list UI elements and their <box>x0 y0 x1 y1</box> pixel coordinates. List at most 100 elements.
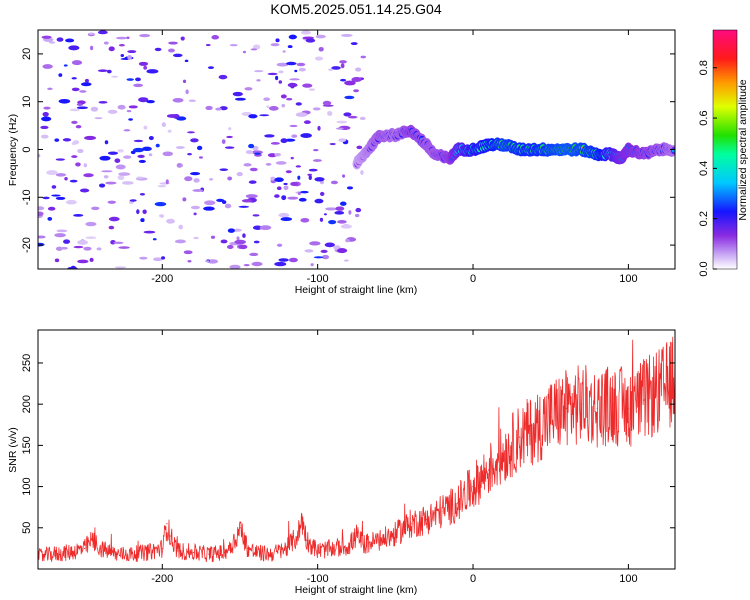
noise-cell <box>298 197 307 202</box>
noise-cell <box>219 168 229 171</box>
noise-cell <box>139 33 151 38</box>
noise-cell <box>242 50 247 54</box>
noise-cell <box>281 104 286 108</box>
noise-cell <box>179 164 184 167</box>
snr-point <box>596 407 598 409</box>
noise-cell <box>337 219 347 224</box>
noise-cell <box>108 216 120 222</box>
noise-cell <box>71 60 83 66</box>
noise-cell <box>211 35 220 40</box>
noise-cell <box>340 33 353 37</box>
noise-cell <box>142 146 152 151</box>
noise-cell <box>62 138 72 142</box>
noise-cell <box>55 196 66 200</box>
noise-cell <box>351 77 362 83</box>
snr-point <box>487 469 490 471</box>
noise-cell <box>47 87 53 91</box>
noise-cell <box>136 176 144 179</box>
noise-cell <box>71 87 80 92</box>
snr-point <box>68 551 70 554</box>
noise-cell <box>287 196 299 200</box>
noise-cell <box>238 244 248 250</box>
noise-cell <box>107 109 118 114</box>
snr-point <box>355 535 358 537</box>
snr-point <box>410 523 412 525</box>
noise-cell <box>216 198 225 202</box>
noise-cell <box>113 241 124 244</box>
noise-cell <box>178 224 183 230</box>
noise-cell <box>356 145 363 150</box>
noise-cell <box>355 67 362 72</box>
noise-cell <box>274 152 282 157</box>
snr-point <box>166 523 168 525</box>
noise-cell <box>63 64 68 67</box>
noise-cell <box>58 73 63 77</box>
snr-x-tick-label: 100 <box>619 573 637 585</box>
noise-cell <box>274 194 280 198</box>
noise-cell <box>103 41 109 45</box>
noise-cell <box>288 257 298 263</box>
noise-cell <box>242 233 246 238</box>
snr-x-tick-label: -100 <box>307 573 329 585</box>
snr-point <box>301 518 303 521</box>
noise-cell <box>56 229 68 233</box>
noise-cell <box>127 50 137 54</box>
snr-point <box>658 391 661 393</box>
noise-cell <box>250 48 258 51</box>
noise-cell <box>252 214 260 217</box>
noise-cell <box>166 114 179 118</box>
noise-cell <box>107 200 116 204</box>
snr-point <box>99 547 101 549</box>
noise-cell <box>193 212 197 216</box>
noise-cell <box>252 44 261 50</box>
spectrogram-y-tick-label: 0 <box>21 146 33 152</box>
noise-cell <box>80 82 92 87</box>
noise-cell <box>137 154 145 158</box>
snr-point <box>332 547 334 549</box>
noise-cell <box>41 35 52 39</box>
snr-point <box>296 535 299 537</box>
noise-cell <box>210 235 216 239</box>
snr-point <box>177 550 179 552</box>
noise-cell <box>41 116 52 122</box>
noise-cell <box>165 179 169 185</box>
noise-cell <box>263 97 270 102</box>
colorbar-tick-label: 0.2 <box>698 211 710 226</box>
noise-cell <box>253 240 260 244</box>
noise-cell <box>107 151 119 155</box>
noise-cell <box>187 131 195 134</box>
noise-cell <box>347 115 358 119</box>
noise-cell <box>302 83 313 88</box>
noise-cell <box>285 170 292 174</box>
spectrogram-y-label: Frequency (Hz) <box>7 114 19 186</box>
noise-cell <box>139 256 148 260</box>
noise-cell <box>300 190 309 194</box>
noise-cell <box>238 205 250 208</box>
noise-cell <box>105 181 117 185</box>
noise-cell <box>339 60 347 64</box>
noise-cell <box>342 174 346 178</box>
noise-cell <box>270 141 280 145</box>
colorbar-tick-label: 0.8 <box>698 60 710 75</box>
noise-cell <box>126 109 132 113</box>
snr-point <box>306 539 308 541</box>
noise-cell <box>98 183 106 188</box>
noise-cell <box>307 173 313 176</box>
snr-x-tick-label: -200 <box>151 573 173 585</box>
snr-trace <box>38 336 675 564</box>
snr-y-tick-label: 100 <box>21 477 33 495</box>
noise-cell <box>71 155 78 158</box>
noise-cell <box>320 249 328 254</box>
noise-cell <box>159 214 164 218</box>
snr-point <box>84 547 86 549</box>
noise-cell <box>310 263 314 267</box>
noise-cell <box>205 43 211 47</box>
noise-cell <box>187 153 192 156</box>
noise-cell <box>205 260 210 263</box>
noise-cell <box>220 239 228 244</box>
noise-cell <box>154 47 162 52</box>
colorbar-tick-label: 0.6 <box>698 110 710 125</box>
noise-cell <box>265 162 272 166</box>
noise-cell <box>218 74 228 80</box>
